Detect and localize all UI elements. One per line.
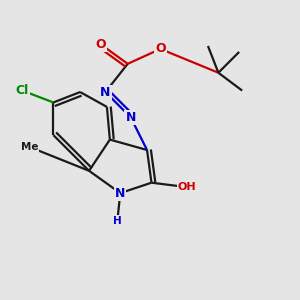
Text: H: H: [113, 216, 122, 226]
Text: Me: Me: [21, 142, 38, 152]
Text: N: N: [125, 111, 136, 124]
Text: N: N: [100, 85, 111, 98]
Text: Cl: Cl: [16, 84, 29, 97]
Text: O: O: [96, 38, 106, 51]
Text: OH: OH: [178, 182, 196, 192]
Text: O: O: [155, 42, 166, 56]
Text: N: N: [115, 187, 125, 200]
